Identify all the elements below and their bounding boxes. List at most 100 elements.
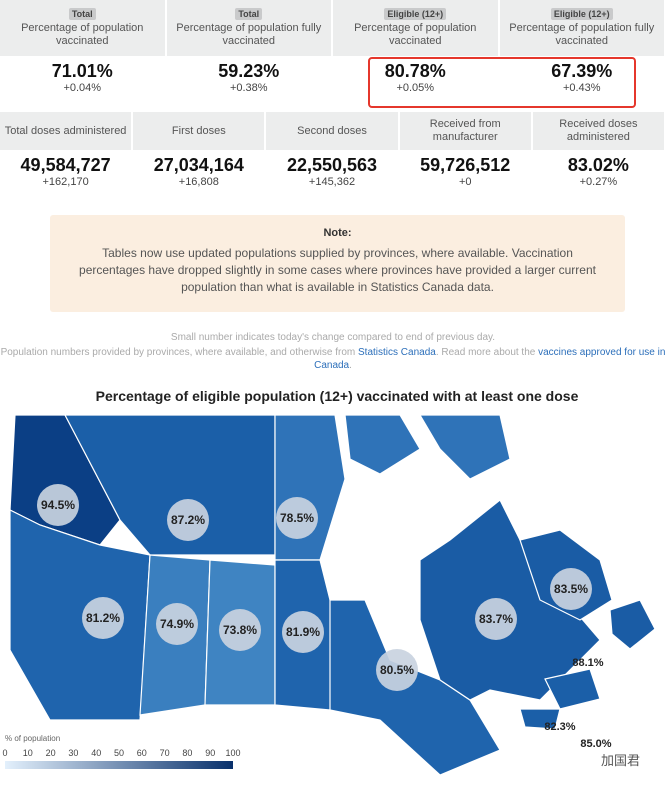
value: 59,726,512 (420, 155, 511, 175)
label: Percentage of population vaccinated (21, 22, 144, 47)
region-label: 82.3% (544, 721, 575, 733)
legend-title: % of population (5, 734, 60, 743)
dose-stats: Total doses administered 49,584,727 +162,1… (0, 112, 666, 188)
region-label: 88.1% (572, 657, 603, 669)
note-box: Note: Tables now use updated populations… (50, 215, 625, 312)
region-marker (276, 497, 318, 539)
legend-tick-label: 30 (68, 748, 78, 758)
stat-cell: Eligible (12+) Percentage of population f… (499, 0, 666, 94)
footnote-text: . (349, 360, 352, 371)
region-labels: 94.5% 87.2% 78.5% 81.2% 74.9% 73.8% 81.9% 80.5%… (37, 484, 612, 750)
tag: Total (68, 8, 96, 20)
region-label: 81.2% (86, 611, 120, 625)
change: +0.04% (63, 82, 102, 94)
tag: Eligible (12+) (550, 8, 613, 20)
footnote: Small number indicates today's change co… (170, 332, 496, 343)
region-label: 78.5% (280, 511, 314, 525)
legend: % of population 0 10 20 30 40 50 60 70 80 90 100 (2, 734, 241, 769)
link[interactable]: vaccines approved for use in Canada (314, 347, 666, 371)
region (519, 708, 561, 730)
change: +162,170 (42, 176, 89, 188)
stat-cell: First doses 27,034,164 +16,808 (133, 112, 267, 188)
highlight-box (368, 57, 636, 108)
change: +16,808 (178, 176, 219, 188)
region (329, 599, 501, 776)
value: 59.23% (218, 61, 280, 81)
link[interactable]: Statistics Canada (358, 347, 436, 358)
region-label: 80.5% (380, 663, 414, 677)
change: +0 (458, 176, 472, 188)
region (418, 414, 511, 480)
note-title: Note: (323, 227, 352, 239)
region-label: 74.9% (160, 617, 194, 631)
change: +0.05% (396, 82, 435, 94)
tag: Eligible (12+) (384, 8, 447, 20)
value: 83.02% (567, 155, 629, 175)
stat-cell: Total Percentage of population fully vacc… (166, 0, 333, 94)
legend-tick-label: 100 (225, 748, 240, 758)
top-stats: Total Percentage of population vaccinated… (0, 0, 666, 94)
label: Received from manufacturer (399, 112, 531, 150)
region-marker (550, 568, 592, 610)
change: +0.27% (579, 176, 618, 188)
legend-tick-label: 80 (182, 748, 192, 758)
footnote: Population numbers provided by provinces… (0, 346, 666, 372)
stat-cell: Second doses 22,550,563 +145,362 (266, 112, 400, 188)
legend-tick-label: 50 (114, 748, 124, 758)
region-marker (475, 598, 517, 640)
region (609, 599, 656, 650)
value: 71.01% (51, 61, 113, 81)
region (9, 509, 151, 721)
region-label: 73.8% (223, 623, 257, 637)
region-label: 81.9% (286, 625, 320, 639)
value: 49,584,727 (20, 155, 111, 175)
label: Percentage of population fully vaccinate… (176, 22, 322, 47)
change: +145,362 (308, 176, 356, 188)
label: Received doses administered (532, 112, 665, 150)
region-marker (376, 649, 418, 691)
label: Percentage of population vaccinated (354, 22, 477, 47)
region-label: 94.5% (41, 498, 75, 512)
label: Percentage of population fully vaccinate… (509, 22, 655, 47)
region-marker (37, 484, 79, 526)
legend-tick-label: 70 (160, 748, 170, 758)
label: Second doses (266, 112, 398, 150)
legend-tick-label: 90 (205, 748, 215, 758)
stat-cell: Total Percentage of population vaccinated… (0, 0, 167, 94)
legend-tick-label: 10 (23, 748, 33, 758)
region-label: 85.0% (580, 738, 611, 750)
footnote-text: Population numbers provided by provinces… (0, 347, 358, 358)
legend-tick-label: 20 (46, 748, 56, 758)
note-text: Tables now use updated populations suppl… (79, 246, 596, 294)
region-marker (167, 499, 209, 541)
value: 80.78% (384, 61, 446, 81)
stat-cell: Total doses administered 49,584,727 +162,1… (0, 112, 134, 188)
legend-bar (5, 761, 233, 769)
footnote-text: . Read more about the (435, 347, 539, 358)
map: Percentage of eligible population (12+) … (2, 388, 656, 776)
region-label: 87.2% (171, 513, 205, 527)
region-marker (282, 611, 324, 653)
legend-tick-label: 0 (2, 748, 7, 758)
region-marker (219, 609, 261, 651)
stat-cell: Received doses administered 83.02% +0.27% (532, 112, 666, 188)
label: First doses (133, 112, 265, 150)
provinces (9, 414, 656, 776)
value: 67.39% (551, 61, 613, 81)
region (274, 414, 346, 561)
region-label: 83.5% (554, 582, 588, 596)
region-marker (82, 597, 124, 639)
stat-cell: Eligible (12+) Percentage of population v… (333, 0, 500, 94)
region-marker (156, 603, 198, 645)
watermark: 加国君 (601, 753, 640, 768)
change: +0.38% (229, 82, 268, 94)
region (344, 414, 421, 475)
map-title: Percentage of eligible population (12+) … (96, 388, 579, 404)
tag: Total (235, 8, 263, 20)
region (419, 499, 601, 701)
region-label: 83.7% (479, 612, 513, 626)
legend-tick-label: 40 (91, 748, 101, 758)
label: Total doses administered (0, 112, 132, 150)
value: 22,550,563 (286, 155, 378, 175)
